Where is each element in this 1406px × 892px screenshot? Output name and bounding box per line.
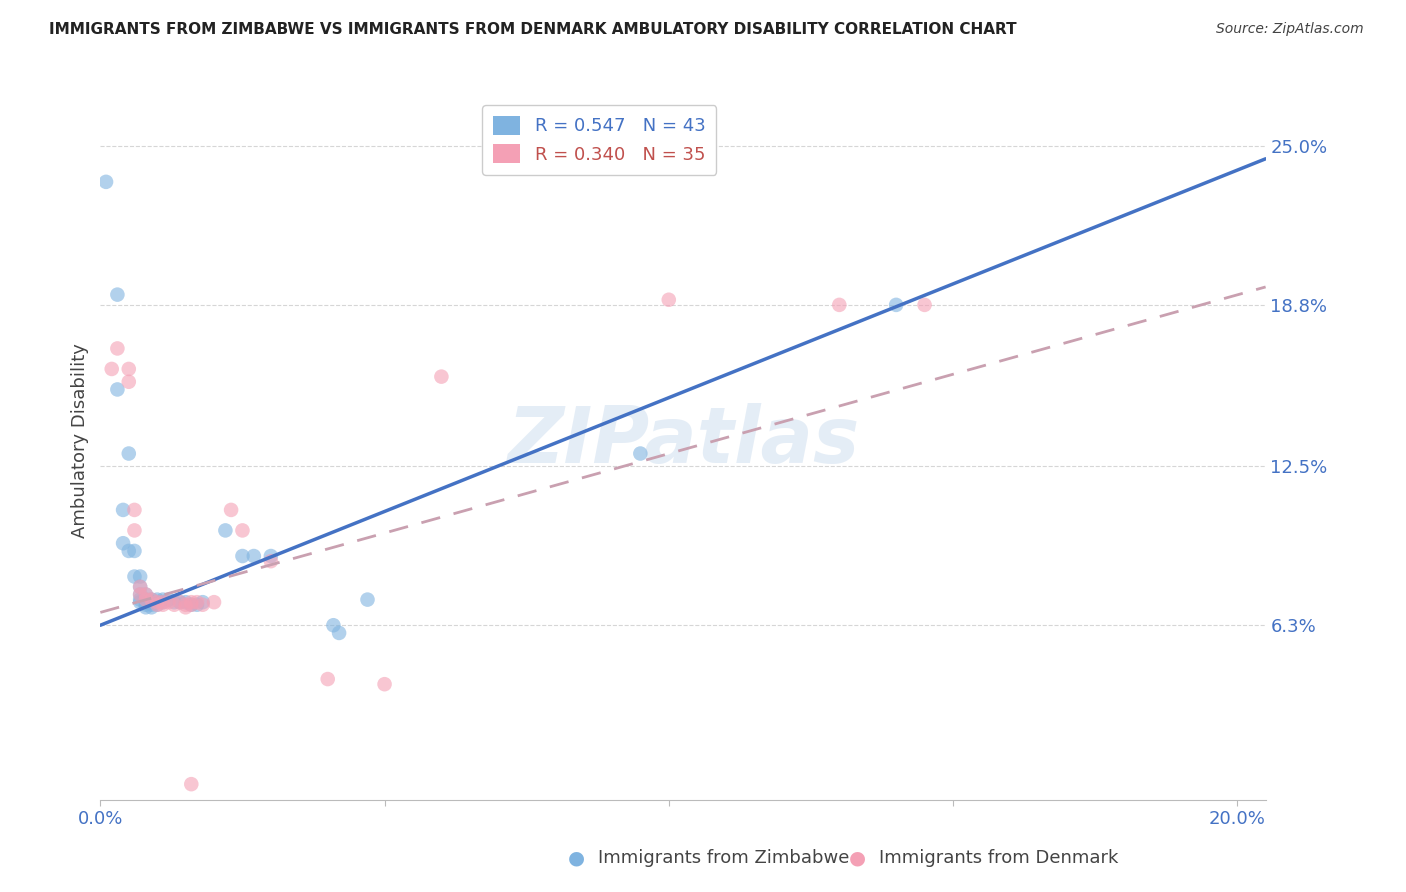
Point xyxy=(107,342,129,356)
Point xyxy=(260,554,283,568)
Text: ●: ● xyxy=(849,848,866,867)
Point xyxy=(157,592,180,607)
Point xyxy=(118,544,141,558)
Point xyxy=(356,592,378,607)
Point xyxy=(163,598,186,612)
Text: IMMIGRANTS FROM ZIMBABWE VS IMMIGRANTS FROM DENMARK AMBULATORY DISABILITY CORREL: IMMIGRANTS FROM ZIMBABWE VS IMMIGRANTS F… xyxy=(49,22,1017,37)
Point xyxy=(191,598,214,612)
Point xyxy=(328,626,350,640)
Point xyxy=(219,503,242,517)
Point xyxy=(124,503,146,517)
Point xyxy=(94,175,117,189)
Point xyxy=(152,595,174,609)
Point xyxy=(141,592,163,607)
Legend: R = 0.547   N = 43, R = 0.340   N = 35: R = 0.547 N = 43, R = 0.340 N = 35 xyxy=(482,105,716,175)
Y-axis label: Ambulatory Disability: Ambulatory Disability xyxy=(72,343,89,538)
Point xyxy=(124,569,146,583)
Point xyxy=(146,592,169,607)
Point xyxy=(129,580,152,594)
Text: Source: ZipAtlas.com: Source: ZipAtlas.com xyxy=(1216,22,1364,37)
Point xyxy=(107,287,129,301)
Point xyxy=(124,524,146,538)
Point xyxy=(146,595,169,609)
Point xyxy=(107,383,129,397)
Point xyxy=(243,549,266,563)
Point xyxy=(141,592,163,607)
Point xyxy=(112,503,135,517)
Point xyxy=(231,524,253,538)
Point xyxy=(174,595,197,609)
Point xyxy=(186,598,208,612)
Point xyxy=(828,298,851,312)
Point xyxy=(157,595,180,609)
Point xyxy=(129,587,152,601)
Point xyxy=(152,598,174,612)
Point xyxy=(180,598,202,612)
Point xyxy=(129,595,152,609)
Point xyxy=(112,536,135,550)
Point xyxy=(316,672,339,686)
Point xyxy=(118,446,141,460)
Point xyxy=(152,595,174,609)
Point xyxy=(129,587,152,601)
Point xyxy=(118,362,141,376)
Point xyxy=(141,600,163,615)
Point xyxy=(135,598,157,612)
Point xyxy=(884,298,907,312)
Point xyxy=(146,595,169,609)
Point xyxy=(628,446,651,460)
Point xyxy=(141,595,163,609)
Point xyxy=(152,592,174,607)
Text: ZIPatlas: ZIPatlas xyxy=(506,402,859,479)
Point xyxy=(124,544,146,558)
Point xyxy=(180,598,202,612)
Point xyxy=(135,592,157,607)
Point xyxy=(129,569,152,583)
Point xyxy=(135,587,157,601)
Point xyxy=(202,595,225,609)
Point xyxy=(169,595,191,609)
Point xyxy=(231,549,253,563)
Point xyxy=(141,598,163,612)
Point xyxy=(322,618,344,632)
Point xyxy=(129,580,152,594)
Point xyxy=(214,524,236,538)
Point xyxy=(169,595,191,609)
Text: ●: ● xyxy=(568,848,585,867)
Point xyxy=(174,600,197,615)
Point xyxy=(118,375,141,389)
Point xyxy=(129,592,152,607)
Point xyxy=(658,293,681,307)
Point xyxy=(174,598,197,612)
Text: Immigrants from Zimbabwe: Immigrants from Zimbabwe xyxy=(598,849,849,867)
Point xyxy=(191,595,214,609)
Point xyxy=(260,549,283,563)
Point xyxy=(914,298,936,312)
Point xyxy=(180,595,202,609)
Point xyxy=(374,677,396,691)
Point xyxy=(135,600,157,615)
Point xyxy=(100,362,122,376)
Point xyxy=(180,777,202,791)
Text: Immigrants from Denmark: Immigrants from Denmark xyxy=(879,849,1118,867)
Point xyxy=(163,595,186,609)
Point xyxy=(135,592,157,607)
Point xyxy=(186,595,208,609)
Point xyxy=(135,587,157,601)
Point xyxy=(430,369,453,384)
Point xyxy=(146,598,169,612)
Point xyxy=(146,598,169,612)
